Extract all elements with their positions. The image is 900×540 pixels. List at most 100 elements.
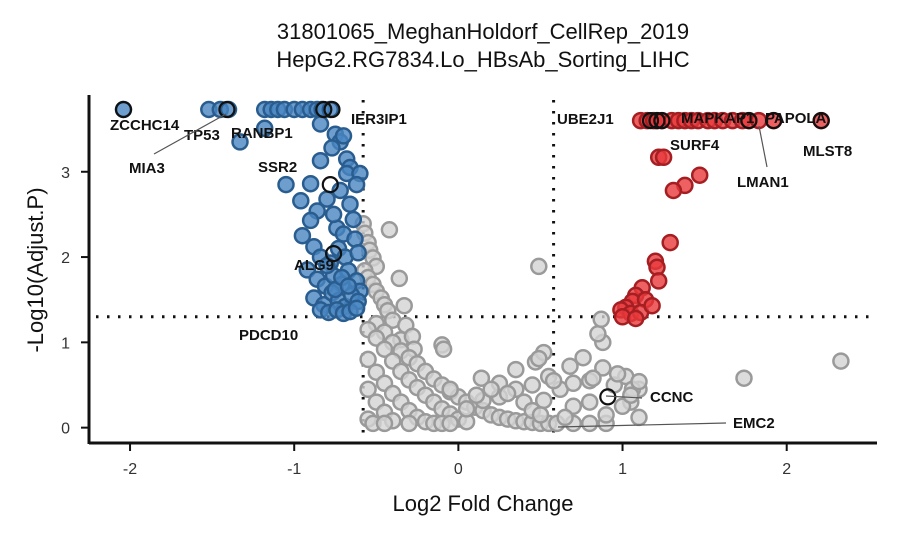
point-ns — [530, 349, 548, 368]
point-ns — [380, 221, 399, 239]
point-ns — [556, 408, 574, 427]
point-ns — [589, 325, 607, 343]
point-ns — [608, 365, 627, 383]
gene-label: PDCD10 — [239, 327, 298, 344]
y-tick-label: 2 — [61, 250, 70, 267]
point-down — [292, 192, 310, 210]
point-ns — [390, 269, 409, 288]
leader-line — [153, 113, 227, 155]
point-ns — [507, 360, 525, 379]
x-tick-label: -2 — [123, 461, 137, 478]
point-down — [311, 151, 330, 170]
point-highlight — [218, 100, 236, 119]
point-up — [661, 233, 679, 252]
data-points — [114, 100, 850, 433]
point-ns — [580, 393, 599, 411]
point-ns — [630, 408, 648, 427]
point-ns — [530, 257, 548, 276]
gene-label: UBE2J1 — [557, 111, 614, 128]
point-ns — [564, 374, 583, 393]
leader-line — [557, 422, 727, 428]
chart-subtitle: HepG2.RG7834.Lo_HBsAb_Sorting_LIHC — [276, 47, 689, 72]
point-down — [339, 277, 358, 295]
point-ns — [395, 296, 413, 315]
gene-label: PAPOLA — [765, 110, 827, 127]
gene-label: SURF4 — [670, 137, 720, 154]
point-ns — [630, 372, 648, 391]
point-ns — [400, 414, 418, 433]
point-highlight — [323, 100, 341, 119]
point-ns — [467, 386, 486, 404]
gene-label: SSR2 — [258, 159, 297, 176]
point-ns — [561, 357, 579, 375]
point-ns — [832, 352, 850, 370]
point-up — [643, 296, 661, 315]
point-highlight — [740, 111, 758, 130]
gene-label: ZCCHC14 — [110, 117, 180, 134]
point-ns — [580, 414, 599, 433]
point-ns — [472, 369, 491, 387]
point-up — [664, 181, 683, 200]
point-down — [347, 299, 366, 317]
point-highlight — [321, 176, 339, 194]
y-axis-title: -Log10(Adjust.P) — [23, 187, 48, 352]
x-axis-title: Log2 Fold Change — [392, 491, 573, 516]
y-tick-label: 1 — [61, 335, 70, 352]
point-ns — [457, 400, 476, 418]
x-tick-label: -1 — [287, 461, 301, 478]
gene-label: MLST8 — [803, 143, 852, 160]
point-ns — [434, 340, 453, 358]
point-down — [323, 139, 341, 157]
point-ns — [574, 348, 592, 367]
point-ns — [359, 380, 377, 399]
x-tick-label: 1 — [618, 461, 627, 478]
y-tick-label: 3 — [61, 165, 70, 182]
gene-label: EMC2 — [733, 415, 775, 432]
point-down — [301, 174, 320, 193]
y-tick-label: 0 — [61, 421, 70, 438]
point-highlight — [648, 111, 666, 130]
gene-label: MAPKAP1 — [681, 110, 754, 127]
gene-label: RANBP1 — [231, 125, 293, 142]
leader-line — [758, 125, 768, 168]
point-down — [341, 195, 359, 213]
gene-label: LMAN1 — [737, 174, 789, 191]
gene-label: IER3IP1 — [351, 111, 407, 128]
point-ns — [441, 414, 459, 433]
point-down — [301, 211, 320, 230]
point-down — [311, 115, 330, 133]
point-ns — [359, 350, 377, 369]
point-ns — [441, 380, 459, 399]
axis-ticks: -2 -1 0 1 2 0 1 2 3 — [61, 165, 791, 478]
point-down — [255, 119, 274, 138]
point-highlight — [641, 111, 660, 130]
point-down — [334, 127, 353, 145]
point-ns — [531, 406, 550, 424]
gene-label: MIA3 — [129, 160, 165, 177]
point-highlight — [812, 111, 830, 130]
x-tick-label: 2 — [782, 461, 791, 478]
point-ns — [375, 414, 394, 433]
point-ns — [622, 386, 640, 404]
point-ns — [594, 359, 612, 377]
point-highlight — [114, 100, 133, 119]
point-down — [344, 210, 363, 229]
point-ns — [523, 376, 542, 394]
point-down — [277, 175, 295, 194]
point-highlight — [764, 111, 783, 130]
leader-line — [605, 395, 643, 399]
point-up — [654, 148, 673, 167]
point-ns — [498, 384, 517, 403]
point-down — [324, 205, 343, 224]
point-down — [347, 175, 366, 194]
point-up — [649, 272, 668, 290]
point-ns — [735, 369, 753, 387]
threshold-lines — [96, 100, 877, 441]
point-ns — [544, 371, 563, 390]
point-down — [231, 133, 249, 151]
point-highlight — [653, 111, 671, 130]
gene-label: ALG9 — [294, 257, 334, 274]
chart-title: 31801065_MeghanHoldorf_CellRep_2019 — [277, 19, 689, 44]
